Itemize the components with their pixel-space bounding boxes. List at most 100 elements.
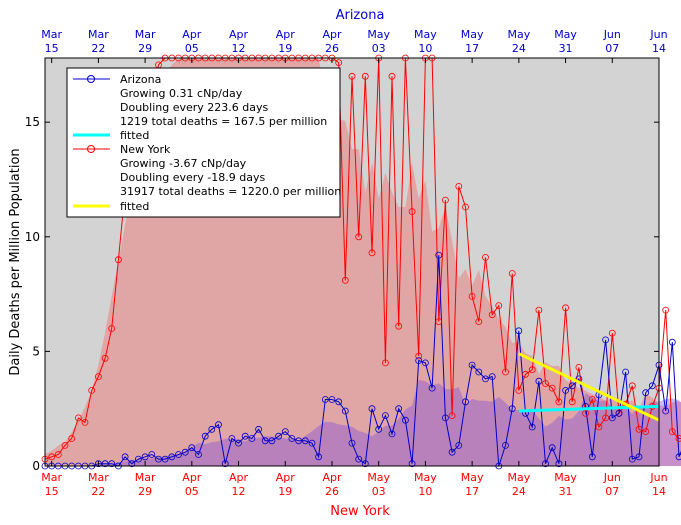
newyork-point bbox=[61, 441, 69, 449]
legend-arizona-label: Arizona bbox=[120, 73, 161, 86]
x-top-tick-label-day: 29 bbox=[138, 42, 152, 55]
newyork-point bbox=[95, 373, 102, 381]
x-top-tick-label-month: Jun bbox=[603, 28, 621, 41]
arizona-point bbox=[408, 460, 416, 468]
arizona-point bbox=[508, 405, 516, 413]
legend-newyork-doubling: Doubling every -18.9 days bbox=[120, 171, 265, 184]
newyork-point bbox=[662, 306, 670, 314]
legend-newyork-label: New York bbox=[120, 143, 171, 156]
newyork-point bbox=[488, 311, 496, 319]
legend-newyork-growth: Growing -3.67 cNp/day bbox=[120, 157, 247, 170]
arizona-point bbox=[281, 428, 289, 436]
x-tick-label-day: 03 bbox=[372, 485, 386, 498]
arizona-point bbox=[128, 460, 136, 468]
x-tick-label-day: 22 bbox=[91, 485, 105, 498]
arizona-point bbox=[375, 425, 383, 433]
arizona-point bbox=[528, 423, 536, 431]
arizona-point bbox=[635, 453, 643, 461]
newyork-point bbox=[495, 302, 503, 310]
arizona-point bbox=[568, 382, 576, 390]
newyork-point bbox=[515, 386, 523, 394]
x-top-tick-label-month: Apr bbox=[322, 28, 342, 41]
x-top-tick-label-day: 05 bbox=[185, 42, 199, 55]
arizona-point bbox=[248, 435, 256, 442]
x-top-tick-label-month: Jun bbox=[649, 28, 667, 41]
y-tick-label: 0 bbox=[32, 459, 40, 473]
arizona-point bbox=[101, 460, 109, 468]
x-top-tick-label-day: 26 bbox=[325, 42, 339, 55]
arizona-point bbox=[215, 421, 222, 429]
arizona-point bbox=[368, 405, 376, 413]
newyork-point bbox=[628, 382, 636, 390]
y-tick-label: 15 bbox=[25, 115, 40, 129]
x-tick-label-month: Apr bbox=[322, 471, 342, 484]
x-tick-label-day: 05 bbox=[185, 485, 199, 498]
arizona-point bbox=[482, 375, 489, 383]
arizona-point bbox=[355, 455, 363, 463]
arizona-point bbox=[241, 432, 249, 440]
arizona-point bbox=[455, 441, 463, 449]
arizona-point bbox=[608, 414, 616, 422]
arizona-point bbox=[201, 432, 209, 440]
arizona-point bbox=[321, 396, 329, 403]
newyork-point bbox=[361, 72, 369, 80]
arizona-point bbox=[328, 396, 336, 403]
arizona-point bbox=[381, 412, 389, 420]
x-tick-label-month: Apr bbox=[276, 471, 296, 484]
newyork-fit-line bbox=[518, 352, 660, 422]
arizona-point bbox=[168, 453, 176, 461]
fit-layer bbox=[518, 352, 660, 422]
newyork-point bbox=[588, 396, 596, 403]
newyork-point bbox=[348, 72, 356, 80]
newyork-point bbox=[562, 304, 569, 312]
newyork-point bbox=[608, 329, 616, 337]
newyork-point bbox=[435, 318, 443, 326]
legend-arizona-fit-label: fitted bbox=[120, 129, 149, 142]
newyork-point bbox=[528, 366, 536, 374]
arizona-point bbox=[95, 460, 102, 468]
newyork-point bbox=[568, 398, 576, 406]
arizona-point bbox=[515, 327, 523, 335]
newyork-point bbox=[675, 435, 681, 442]
x-tick-label-month: May bbox=[414, 471, 437, 484]
x-top-tick-label-month: Apr bbox=[229, 28, 249, 41]
newyork-point bbox=[408, 208, 416, 216]
arizona-point bbox=[622, 368, 629, 376]
x-tick-label-day: 19 bbox=[278, 485, 292, 498]
newyork-point bbox=[482, 253, 489, 261]
axes-layer: 051015Mar15Mar15Mar22Mar22Mar29Mar29Apr0… bbox=[25, 28, 668, 498]
x-top-tick-label-day: 10 bbox=[418, 42, 432, 55]
arizona-point bbox=[155, 455, 162, 463]
newyork-point bbox=[341, 276, 349, 284]
arizona-point bbox=[648, 382, 656, 390]
arizona-point bbox=[562, 386, 569, 394]
legend-arizona-total: 1219 total deaths = 167.5 per million bbox=[120, 115, 327, 128]
newyork-point bbox=[468, 292, 476, 300]
x-top-tick-label-month: Mar bbox=[41, 28, 62, 41]
arizona-point bbox=[555, 460, 563, 468]
x-top-tick-label-month: Mar bbox=[88, 28, 109, 41]
newyork-point bbox=[115, 256, 122, 264]
x-top-tick-label-day: 31 bbox=[559, 42, 573, 55]
arizona-point bbox=[388, 430, 396, 438]
arizona-point bbox=[235, 439, 242, 447]
x-top-tick-label-day: 24 bbox=[512, 42, 526, 55]
arizona-point bbox=[395, 405, 403, 413]
x-top-tick-label-day: 15 bbox=[45, 42, 59, 55]
x-top-tick-label-month: Apr bbox=[182, 28, 202, 41]
x-tick-label-day: 26 bbox=[325, 485, 339, 498]
arizona-point bbox=[295, 437, 303, 445]
legend-box bbox=[66, 67, 341, 218]
newyork-point bbox=[368, 249, 376, 257]
x-top-tick-label-day: 19 bbox=[278, 42, 292, 55]
x-tick-label-day: 12 bbox=[232, 485, 246, 498]
newyork-point bbox=[68, 435, 76, 442]
newyork-point bbox=[595, 423, 603, 431]
arizona-point bbox=[134, 455, 142, 463]
arizona-point bbox=[341, 407, 349, 415]
legend-newyork-fit-label: fitted bbox=[120, 200, 149, 213]
legend-arizona-growth: Growing 0.31 cNp/day bbox=[120, 87, 243, 100]
arizona-point bbox=[181, 448, 189, 456]
arizona-point bbox=[228, 435, 236, 442]
arizona-point bbox=[615, 409, 623, 417]
